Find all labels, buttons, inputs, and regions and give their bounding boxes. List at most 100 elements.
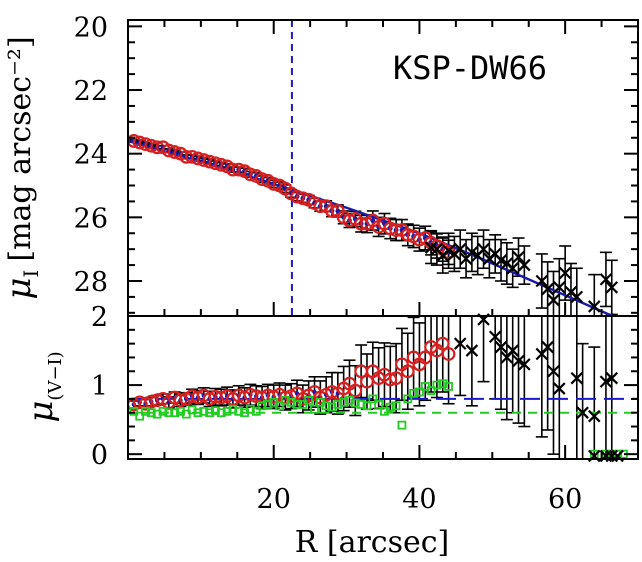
- bottom-point-cross-1-stroke-b: [465, 344, 479, 357]
- top-point-cross-11-stroke-b: [488, 247, 502, 261]
- bottom-panel: 0 1 2 20 40 60 R [arcsec] μ(V−I): [21, 302, 639, 560]
- top-point-cross-20: [553, 281, 566, 294]
- bottom-point-cross-16-stroke-b: [599, 375, 613, 388]
- bottom-point-circle-44: [383, 372, 398, 387]
- bottom-point-square-31: [310, 404, 319, 414]
- bottom-point-cross-0: [453, 337, 467, 350]
- bottom-point-cross-7: [512, 354, 525, 368]
- top-point-cross-24: [588, 300, 601, 313]
- x-tick-label-20: 20: [257, 484, 291, 515]
- top-ytick-label-26: 26: [74, 203, 108, 234]
- top-point-cross-25-stroke-b: [599, 273, 613, 286]
- bottom-point-cross-6-stroke-b: [506, 344, 519, 357]
- top-panel: 20 22 24 26 28 KSP-DW66 μI [mag arcsec⁻²]: [0, 12, 639, 317]
- bottom-point-square-17: [228, 404, 238, 414]
- top-point-cross-16: [518, 258, 531, 272]
- top-point-cross-26-stroke-b: [605, 281, 619, 294]
- bottom-ytick-label-2: 2: [91, 302, 108, 333]
- top-fit-dot-35: [335, 208, 341, 214]
- bottom-point-cross-7-stroke-b: [512, 354, 525, 368]
- x-tick-labels: 20 40 60: [257, 484, 583, 515]
- bottom-point-circle-50: [418, 350, 433, 365]
- bottom-point-cross-10: [541, 340, 554, 354]
- bottom-point-square-38: [350, 398, 360, 408]
- bottom-point-square-54: [444, 382, 453, 391]
- bottom-point-square-20: [245, 404, 255, 414]
- bottom-point-cross-17: [605, 371, 619, 385]
- bottom-point-square-12: [199, 406, 209, 416]
- bottom-point-square-14: [211, 406, 220, 416]
- top-point-cross-5-stroke-b: [453, 242, 467, 256]
- top-point-cross-26: [605, 281, 619, 294]
- top-point-cross-12: [494, 254, 508, 267]
- top-point-cross-0-stroke-b: [424, 241, 438, 254]
- bottom-point-square-0: [129, 406, 139, 416]
- top-point-cross-5: [453, 242, 467, 256]
- bottom-point-cross-4-stroke-b: [494, 340, 508, 354]
- bottom-point-square-1: [135, 411, 145, 421]
- top-point-cross-17: [535, 274, 549, 288]
- bottom-point-square-47: [403, 394, 413, 404]
- bottom-point-square-51: [426, 386, 436, 396]
- top-point-cross-24-stroke-b: [588, 300, 601, 313]
- bottom-point-square-21: [251, 406, 261, 416]
- top-point-cross-19-stroke-b: [547, 293, 560, 307]
- bottom-point-square-30: [304, 395, 314, 405]
- top-point-cross-20-stroke-b: [553, 281, 566, 294]
- bottom-point-square-28: [292, 400, 302, 409]
- bottom-point-cross-15-stroke-b: [588, 409, 601, 423]
- bottom-point-square-26: [280, 395, 290, 405]
- bottom-point-cross-6: [506, 344, 519, 357]
- bottom-point-cross-11: [547, 364, 560, 378]
- bottom-point-cross-13: [570, 371, 584, 385]
- bottom-y-axis-label-mu: μ: [21, 401, 61, 423]
- bottom-point-square-41: [368, 394, 378, 404]
- bottom-point-square-22: [257, 401, 267, 411]
- bottom-point-square-35: [333, 400, 343, 409]
- bottom-point-cross-14-stroke-b: [576, 406, 589, 419]
- bottom-point-cross-12: [553, 382, 566, 395]
- bottom-point-cross-10-stroke-b: [541, 340, 554, 354]
- top-point-cross-25: [599, 273, 613, 286]
- top-point-cross-14-stroke-b: [506, 261, 519, 275]
- bottom-point-square-33: [321, 401, 331, 411]
- bottom-point-square-27: [286, 397, 296, 407]
- bottom-point-cross-11-stroke-b: [547, 364, 560, 378]
- bottom-point-square-55: [589, 449, 599, 459]
- bottom-point-cross-8: [518, 358, 531, 371]
- bottom-point-square-7: [170, 408, 180, 418]
- top-fit-dot-41: [370, 218, 376, 223]
- bottom-point-circle-38: [348, 383, 363, 398]
- bottom-y-tick-labels: 0 1 2: [91, 302, 108, 471]
- bottom-point-square-16: [222, 406, 232, 416]
- bottom-point-square-13: [205, 408, 215, 418]
- top-point-cross-18-stroke-b: [541, 282, 554, 296]
- top-y-axis-label-mu: μ: [0, 278, 39, 300]
- bottom-y-axis-label-sub: (V−I): [45, 351, 66, 400]
- bottom-point-square-3: [146, 408, 156, 418]
- bottom-point-cross-3-stroke-b: [488, 330, 502, 344]
- top-point-circle-54: [441, 245, 456, 260]
- bottom-point-square-11: [193, 408, 203, 418]
- top-point-cross-15: [512, 250, 525, 264]
- bottom-ytick-label-0: 0: [91, 440, 108, 471]
- top-point-cross-1-stroke-b: [430, 242, 444, 256]
- bottom-point-square-2: [141, 406, 150, 416]
- bottom-point-square-39: [356, 400, 366, 409]
- top-y-axis-label: μI [mag arcsec⁻²]: [0, 36, 43, 299]
- bottom-point-square-5: [158, 406, 168, 416]
- top-panel-frame: [127, 19, 639, 317]
- bottom-point-square-36: [339, 397, 349, 407]
- top-point-cross-9-stroke-b: [477, 242, 490, 256]
- x-tick-label-40: 40: [402, 484, 436, 515]
- top-ytick-label-20: 20: [74, 12, 108, 43]
- top-point-cross-14: [506, 261, 519, 275]
- bottom-point-square-6: [164, 408, 174, 418]
- bottom-point-cross-16: [599, 375, 613, 388]
- top-panel-ticks: [128, 20, 639, 316]
- top-y-axis-label-unit: [mag arcsec⁻²]: [3, 36, 38, 261]
- bottom-point-square-44: [385, 402, 395, 412]
- bottom-point-square-18: [234, 406, 244, 416]
- top-panel-points: [126, 134, 619, 313]
